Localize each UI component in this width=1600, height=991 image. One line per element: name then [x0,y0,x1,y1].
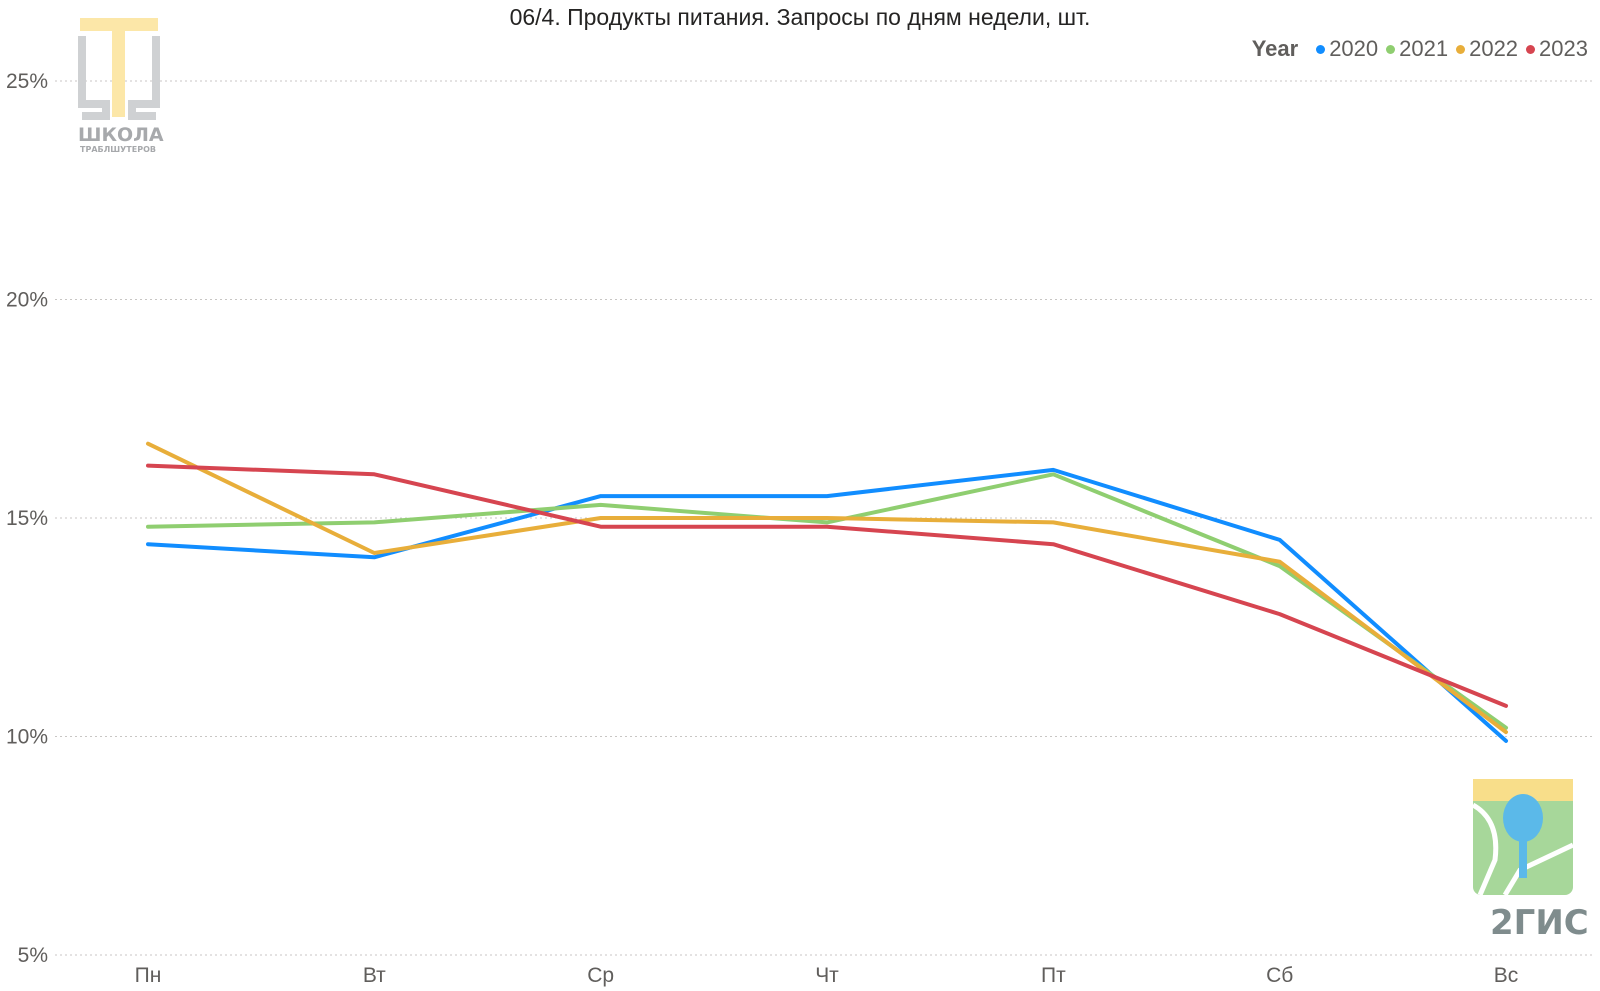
legend-label: 2022 [1469,36,1519,61]
school-logo-subtitle: ТРАБЛШУТЕРОВ [80,145,156,154]
y-axis: 25% 20% 15% 10% 5% [6,70,48,967]
x-tick-label: Вт [363,964,386,987]
2gis-logo-name: 2ГИС [1490,903,1589,943]
x-tick-label: Пн [135,964,162,987]
legend-title: Year [1251,36,1299,61]
y-tick-label: 20% [6,289,48,312]
legend-item-2023[interactable]: 2023 [1526,36,1588,62]
series-line-2022[interactable] [146,441,1508,735]
y-tick-label: 25% [6,70,48,93]
y-tick-label: 15% [6,507,48,530]
legend-item-2020[interactable]: 2020 [1316,36,1378,62]
x-tick-label: Сб [1266,964,1293,987]
series-line-2023[interactable] [146,463,1508,708]
series-line-2021[interactable] [146,472,1508,730]
school-logo-name: ШКОЛА [78,124,164,146]
x-axis: Пн Вт Ср Чт Пт Сб Вс [135,964,1519,987]
2gis-logo: 2ГИС [1471,779,1589,943]
x-tick-label: Пт [1041,964,1066,987]
legend-item-2022[interactable]: 2022 [1456,36,1518,62]
series-line-2020[interactable] [146,467,1508,743]
legend-dot-icon [1456,44,1466,54]
y-tick-label: 10% [6,726,48,749]
legend-label: 2020 [1329,36,1379,61]
legend-label: 2023 [1539,36,1588,61]
legend-dot-icon [1316,44,1326,54]
legend-item-2021[interactable]: 2021 [1386,36,1448,62]
x-tick-label: Ср [587,964,614,987]
legend: Year 2020 2021 2022 2023 [1252,36,1588,62]
chart-title: 06/4. Продукты питания. Запросы по дням … [509,4,1091,30]
legend-label: 2021 [1399,36,1449,61]
x-tick-label: Чт [815,964,839,987]
legend-dot-icon [1386,44,1396,54]
x-tick-label: Вс [1494,964,1519,987]
school-logo: ШКОЛА ТРАБЛШУТЕРОВ [78,18,164,154]
y-tick-label: 5% [18,944,48,967]
legend-dot-icon [1526,44,1536,54]
series-lines [146,441,1508,743]
